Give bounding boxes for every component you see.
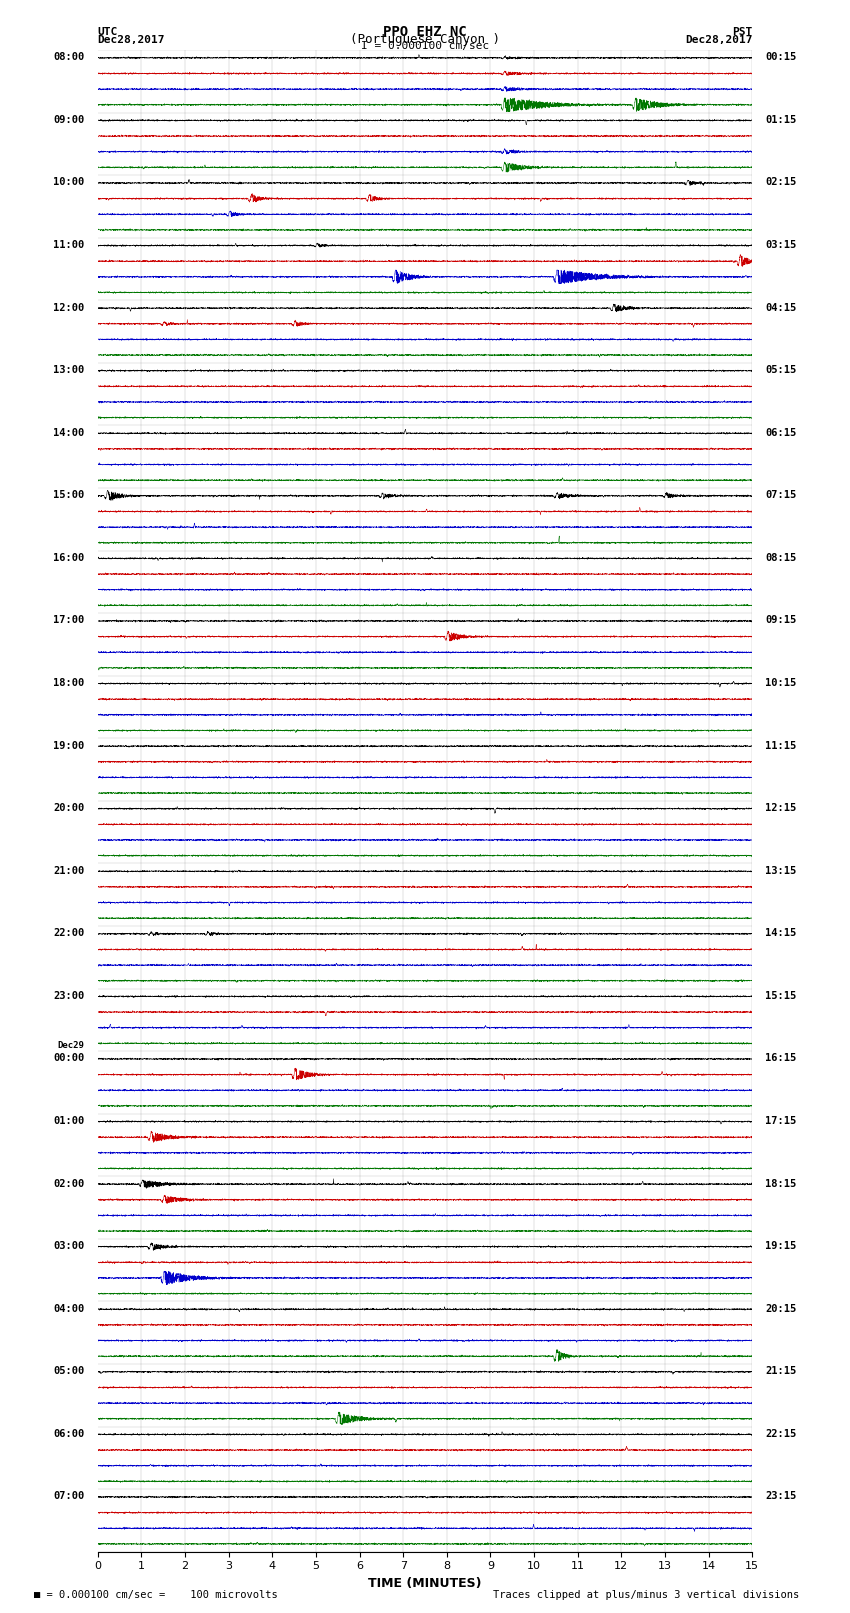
Text: 13:00: 13:00	[54, 365, 85, 376]
Text: 07:15: 07:15	[765, 490, 796, 500]
Text: Dec29: Dec29	[58, 1040, 85, 1050]
Text: 08:15: 08:15	[765, 553, 796, 563]
X-axis label: TIME (MINUTES): TIME (MINUTES)	[368, 1578, 482, 1590]
Text: 17:00: 17:00	[54, 616, 85, 626]
Text: Dec28,2017: Dec28,2017	[685, 35, 752, 45]
Text: 01:15: 01:15	[765, 115, 796, 124]
Text: 21:15: 21:15	[765, 1366, 796, 1376]
Text: 20:15: 20:15	[765, 1303, 796, 1313]
Text: 20:00: 20:00	[54, 803, 85, 813]
Text: 22:00: 22:00	[54, 929, 85, 939]
Text: 17:15: 17:15	[765, 1116, 796, 1126]
Text: 04:00: 04:00	[54, 1303, 85, 1313]
Text: 07:00: 07:00	[54, 1492, 85, 1502]
Text: 16:15: 16:15	[765, 1053, 796, 1063]
Text: 19:15: 19:15	[765, 1240, 796, 1252]
Text: 03:00: 03:00	[54, 1240, 85, 1252]
Text: 06:15: 06:15	[765, 427, 796, 437]
Text: 11:15: 11:15	[765, 740, 796, 750]
Text: 18:15: 18:15	[765, 1179, 796, 1189]
Text: 22:15: 22:15	[765, 1429, 796, 1439]
Text: Traces clipped at plus/minus 3 vertical divisions: Traces clipped at plus/minus 3 vertical …	[493, 1590, 799, 1600]
Text: 19:00: 19:00	[54, 740, 85, 750]
Text: 23:00: 23:00	[54, 990, 85, 1002]
Text: 09:00: 09:00	[54, 115, 85, 124]
Text: 23:15: 23:15	[765, 1492, 796, 1502]
Text: 14:15: 14:15	[765, 929, 796, 939]
Text: 10:15: 10:15	[765, 677, 796, 689]
Text: 06:00: 06:00	[54, 1429, 85, 1439]
Text: 16:00: 16:00	[54, 553, 85, 563]
Text: 21:00: 21:00	[54, 866, 85, 876]
Text: 01:00: 01:00	[54, 1116, 85, 1126]
Text: 12:00: 12:00	[54, 303, 85, 313]
Text: 04:15: 04:15	[765, 303, 796, 313]
Text: I = 0.000100 cm/sec: I = 0.000100 cm/sec	[361, 40, 489, 52]
Text: 15:15: 15:15	[765, 990, 796, 1002]
Text: 02:00: 02:00	[54, 1179, 85, 1189]
Text: UTC: UTC	[98, 26, 118, 37]
Text: 00:00: 00:00	[54, 1053, 85, 1063]
Text: 08:00: 08:00	[54, 52, 85, 63]
Text: 13:15: 13:15	[765, 866, 796, 876]
Text: 15:00: 15:00	[54, 490, 85, 500]
Text: 18:00: 18:00	[54, 677, 85, 689]
Text: 03:15: 03:15	[765, 240, 796, 250]
Text: 14:00: 14:00	[54, 427, 85, 437]
Text: 05:00: 05:00	[54, 1366, 85, 1376]
Text: Dec28,2017: Dec28,2017	[98, 35, 165, 45]
Text: 09:15: 09:15	[765, 616, 796, 626]
Text: 02:15: 02:15	[765, 177, 796, 187]
Text: 05:15: 05:15	[765, 365, 796, 376]
Text: PPO EHZ NC: PPO EHZ NC	[383, 24, 467, 39]
Text: 12:15: 12:15	[765, 803, 796, 813]
Text: PST: PST	[732, 26, 752, 37]
Text: (Portuguese Canyon ): (Portuguese Canyon )	[350, 32, 500, 47]
Text: ■ = 0.000100 cm/sec =    100 microvolts: ■ = 0.000100 cm/sec = 100 microvolts	[34, 1590, 278, 1600]
Text: 11:00: 11:00	[54, 240, 85, 250]
Text: 00:15: 00:15	[765, 52, 796, 63]
Text: 10:00: 10:00	[54, 177, 85, 187]
